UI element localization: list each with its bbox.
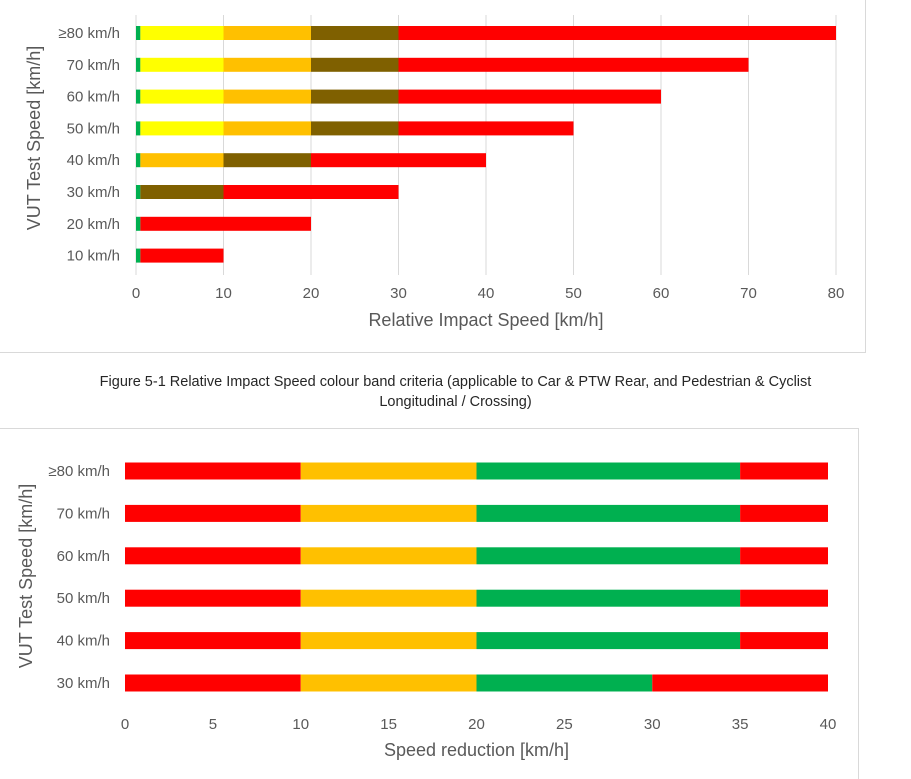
bar-segment-orange xyxy=(140,153,224,168)
y-axis-title: VUT Test Speed [km/h] xyxy=(16,484,36,668)
bar-segment-green xyxy=(136,26,141,40)
bar-segment-yellow xyxy=(140,89,224,104)
bar-segment-yellow xyxy=(140,57,224,72)
x-tick-label: 25 xyxy=(556,716,573,733)
bar-segment-red xyxy=(311,153,486,168)
bar-segment-red xyxy=(652,674,828,692)
x-tick-label: 20 xyxy=(303,285,320,302)
x-tick-label: 80 xyxy=(828,285,845,302)
x-tick-label: 30 xyxy=(390,285,407,302)
bar-segment-red xyxy=(398,89,661,104)
x-tick-label: 15 xyxy=(380,716,397,733)
bar-segment-green xyxy=(476,674,653,692)
y-axis-title: VUT Test Speed [km/h] xyxy=(24,46,44,230)
bar-segment-red xyxy=(740,504,828,522)
category-label: 40 km/h xyxy=(67,152,120,169)
bar-segment-olive xyxy=(223,153,311,168)
bar-segment-red xyxy=(125,632,301,650)
bar-segment-olive xyxy=(311,89,399,104)
x-tick-label: 10 xyxy=(292,716,309,733)
bar-segment-red xyxy=(740,462,828,480)
bar-segment-red xyxy=(740,632,828,650)
category-label: 40 km/h xyxy=(57,633,110,650)
bar-segment-red xyxy=(125,589,301,607)
x-tick-label: 10 xyxy=(215,285,232,302)
bar-segment-green xyxy=(136,248,141,263)
bar-segment-green xyxy=(476,547,741,565)
x-tick-label: 60 xyxy=(653,285,670,302)
bar-segment-orange xyxy=(300,589,477,607)
x-tick-label: 70 xyxy=(740,285,757,302)
bar-segment-olive xyxy=(311,121,399,136)
bar-segment-red xyxy=(740,589,828,607)
bar-segment-olive xyxy=(311,57,399,72)
figure-caption-line-2: Longitudinal / Crossing) xyxy=(379,394,532,410)
bar-segment-orange xyxy=(300,674,477,692)
bar-segment-green xyxy=(476,462,741,480)
bar-segment-green xyxy=(136,185,141,199)
x-tick-label: 20 xyxy=(468,716,485,733)
chart-panel-speed-reduction: ≥80 km/h 70 km/h 60 km/h 50 km/h 40 km/h 30 k… xyxy=(0,428,859,779)
bar-segment-orange xyxy=(300,547,477,565)
bar-segment-yellow xyxy=(140,121,224,136)
category-label: 20 km/h xyxy=(67,216,120,233)
bar-segment-orange xyxy=(300,462,477,480)
category-label: 70 km/h xyxy=(67,57,120,74)
x-tick-label: 40 xyxy=(478,285,495,302)
x-tick-label: 35 xyxy=(732,716,749,733)
x-axis-title: Speed reduction [km/h] xyxy=(384,740,569,760)
x-tick-label: 30 xyxy=(644,716,661,733)
x-tick-label: 40 xyxy=(820,716,837,733)
chart-panel-relative-impact-speed: ≥80 km/h 70 km/h 60 km/h 50 km/h 40 km/h 30 k… xyxy=(0,0,866,353)
bar-segment-red xyxy=(125,674,301,692)
bar-segment-red xyxy=(140,248,224,263)
bar-segment-orange xyxy=(223,89,311,104)
category-label: 10 km/h xyxy=(67,248,120,265)
bar-segment-red xyxy=(398,26,836,40)
bar-segment-red xyxy=(740,547,828,565)
bar-segment-green xyxy=(136,216,141,231)
bar-segment-red xyxy=(125,504,301,522)
bar-segment-green xyxy=(136,57,141,72)
bar-segment-orange xyxy=(223,121,311,136)
category-label: 70 km/h xyxy=(57,505,110,522)
bar-segment-orange xyxy=(300,632,477,650)
category-label: 30 km/h xyxy=(57,675,110,692)
x-tick-label: 5 xyxy=(209,716,217,733)
category-label: 30 km/h xyxy=(67,184,120,201)
bar-segment-olive xyxy=(311,26,399,40)
category-label: 50 km/h xyxy=(67,120,120,137)
category-label: 60 km/h xyxy=(67,89,120,106)
speed-reduction-chart: ≥80 km/h 70 km/h 60 km/h 50 km/h 40 km/h 30 k… xyxy=(16,462,837,760)
bar-segment-orange xyxy=(223,26,311,40)
relative-impact-speed-chart: ≥80 km/h 70 km/h 60 km/h 50 km/h 40 km/h 30 k… xyxy=(24,15,845,330)
bar-segment-orange xyxy=(223,57,311,72)
bar-segment-green xyxy=(136,121,141,136)
x-axis-title: Relative Impact Speed [km/h] xyxy=(368,310,603,330)
category-label: ≥80 km/h xyxy=(58,25,120,42)
category-label: 50 km/h xyxy=(57,590,110,607)
bar-segment-green xyxy=(476,589,741,607)
x-tick-label: 50 xyxy=(565,285,582,302)
bar-segment-red xyxy=(125,462,301,480)
category-label: 60 km/h xyxy=(57,548,110,565)
figure-caption-line-1: Figure 5-1 Relative Impact Speed colour … xyxy=(99,374,812,390)
bar-segment-orange xyxy=(300,504,477,522)
figure-caption: Figure 5-1 Relative Impact Speed colour … xyxy=(0,372,911,412)
bar-segment-red xyxy=(140,216,311,231)
bar-segment-red xyxy=(398,121,574,136)
bar-segment-green xyxy=(136,89,141,104)
bar-segment-yellow xyxy=(140,26,224,40)
bar-segment-green xyxy=(476,632,741,650)
x-tick-label: 0 xyxy=(132,285,140,302)
bar-segment-red xyxy=(398,57,749,72)
bar-segment-olive xyxy=(140,185,224,199)
bar-segment-red xyxy=(223,185,399,199)
bar-segment-green xyxy=(476,504,741,522)
x-tick-label: 0 xyxy=(121,716,129,733)
bar-segment-green xyxy=(136,153,141,168)
bar-segment-red xyxy=(125,547,301,565)
category-label: ≥80 km/h xyxy=(48,463,110,480)
